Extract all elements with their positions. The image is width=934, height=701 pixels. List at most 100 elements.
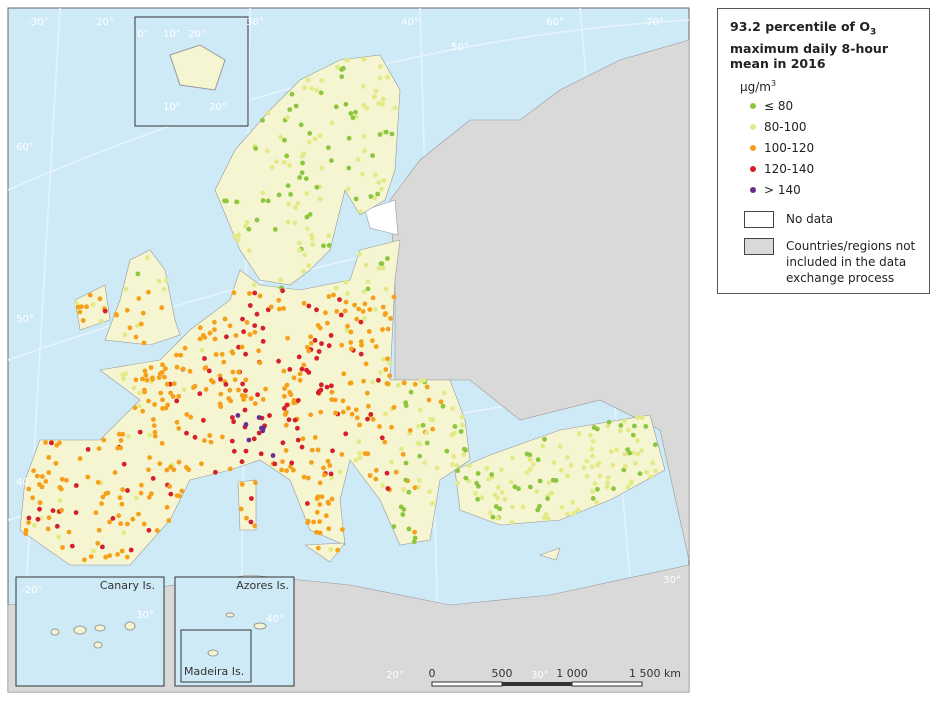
station-dot xyxy=(335,547,341,553)
station-dot xyxy=(142,387,147,393)
station-dot xyxy=(327,463,333,468)
station-dot xyxy=(263,386,268,392)
station-dot xyxy=(46,515,52,521)
station-dot xyxy=(167,484,173,489)
station-dot xyxy=(449,432,455,438)
station-dot xyxy=(101,437,107,443)
station-dot xyxy=(510,455,515,461)
station-dot xyxy=(140,376,145,382)
station-dot xyxy=(385,326,391,332)
station-dot xyxy=(122,332,128,338)
station-dot xyxy=(174,352,179,358)
inset-label: Azores Is. xyxy=(236,579,289,592)
station-dot xyxy=(412,529,417,535)
station-dot xyxy=(220,434,225,440)
station-dot xyxy=(77,456,83,461)
station-dot xyxy=(451,454,457,459)
station-dot xyxy=(238,506,244,512)
station-dot xyxy=(224,198,229,204)
station-dot xyxy=(252,290,258,296)
station-dot xyxy=(309,232,314,238)
station-dot xyxy=(301,474,307,480)
station-dot xyxy=(365,286,371,292)
station-dot xyxy=(218,404,224,409)
station-dot xyxy=(96,446,102,451)
station-dot xyxy=(293,205,298,211)
station-dot xyxy=(133,495,139,501)
station-dot xyxy=(376,180,382,186)
station-dot xyxy=(377,424,382,429)
station-dot xyxy=(326,145,331,151)
station-dot xyxy=(116,513,122,519)
station-dot xyxy=(590,438,596,444)
station-dot xyxy=(314,529,319,535)
station-dot xyxy=(589,446,595,452)
station-dot xyxy=(365,279,371,284)
station-dot xyxy=(370,379,375,385)
title-text: 93.2 percentile of O xyxy=(730,19,870,34)
station-dot xyxy=(43,440,48,445)
station-dot xyxy=(495,495,501,501)
station-dot xyxy=(130,516,136,522)
station-dot xyxy=(295,425,300,431)
station-dot xyxy=(243,422,249,427)
graticule-label: 30° xyxy=(531,670,549,681)
station-dot xyxy=(484,466,490,471)
station-dot xyxy=(291,375,297,381)
station-dot xyxy=(338,312,344,318)
station-dot xyxy=(233,333,239,338)
station-dot xyxy=(123,286,129,292)
station-dot xyxy=(252,523,258,529)
station-dot xyxy=(551,460,557,465)
station-dot xyxy=(298,122,304,128)
legend-swatch xyxy=(744,237,774,255)
station-dot xyxy=(231,290,237,296)
station-dot xyxy=(314,307,319,313)
station-dot xyxy=(306,263,312,269)
station-dot xyxy=(137,429,143,435)
station-dot xyxy=(152,402,158,407)
station-dot xyxy=(487,510,493,516)
station-dot xyxy=(380,327,385,332)
station-dot xyxy=(73,483,79,488)
station-dot xyxy=(361,378,366,384)
station-dot xyxy=(301,362,307,368)
legend-label: 120-140 xyxy=(764,162,815,176)
station-dot xyxy=(197,391,203,397)
station-dot xyxy=(407,428,413,433)
station-dot xyxy=(314,87,319,93)
station-dot xyxy=(385,256,390,261)
station-dot xyxy=(401,380,407,386)
inset-label: Madeira Is. xyxy=(184,665,244,678)
station-dot xyxy=(152,429,158,435)
station-dot xyxy=(82,557,87,563)
station-dot xyxy=(202,438,207,443)
station-dot xyxy=(377,75,383,81)
station-dot xyxy=(317,196,323,202)
station-dot xyxy=(354,415,360,421)
station-dot xyxy=(283,448,289,453)
station-dot xyxy=(301,300,307,306)
station-dot xyxy=(461,452,467,457)
station-dot xyxy=(280,440,286,446)
station-dot xyxy=(370,416,376,422)
station-dot xyxy=(565,511,570,517)
station-dot xyxy=(227,323,233,329)
station-dot xyxy=(314,184,320,190)
station-dot xyxy=(160,397,165,403)
station-dot xyxy=(304,226,310,232)
station-dot xyxy=(26,515,32,521)
station-dot xyxy=(373,467,379,473)
station-dot xyxy=(441,390,447,396)
station-dot xyxy=(455,468,461,474)
station-dot xyxy=(635,415,640,420)
station-dot xyxy=(240,381,246,387)
station-dot xyxy=(174,419,180,425)
station-dot xyxy=(370,338,375,344)
station-dot xyxy=(163,366,168,372)
station-dot xyxy=(339,74,345,80)
station-dot xyxy=(138,490,144,496)
station-dot xyxy=(244,320,250,325)
station-dot xyxy=(325,320,330,326)
station-dot xyxy=(318,382,324,388)
